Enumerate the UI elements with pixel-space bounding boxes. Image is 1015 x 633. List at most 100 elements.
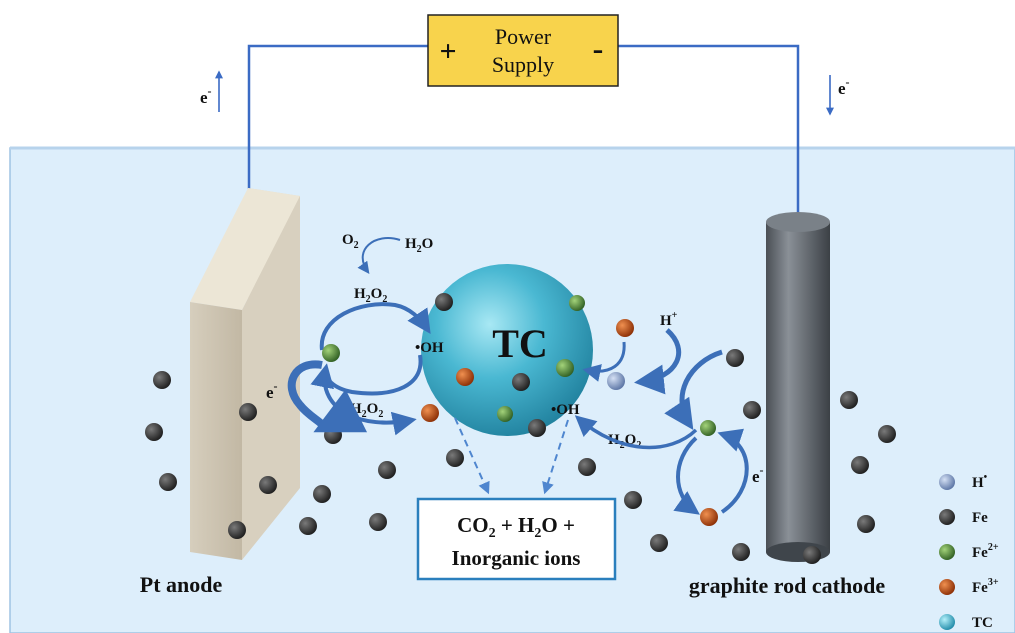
o2-to-h2o2-arrow — [357, 237, 401, 274]
subscript: 2 — [489, 526, 496, 541]
plus-terminal: + — [439, 35, 456, 68]
electron-charge: - — [846, 75, 850, 89]
electron-label-right: e- — [838, 75, 850, 98]
fe2-on-sphere — [556, 359, 574, 377]
fe-particle — [857, 515, 875, 533]
pt-anode-plate — [190, 188, 300, 560]
e-label-anode-loop: e- — [266, 379, 278, 402]
fe3-particle-anode — [421, 404, 439, 422]
tc-label: TC — [492, 321, 548, 366]
electron-symbol: e — [838, 79, 846, 98]
fe-particle — [803, 546, 821, 564]
legend-label-base: Fe — [972, 545, 988, 561]
fe-particle — [650, 534, 668, 552]
formula-text: O + — [541, 513, 575, 537]
legend-label: Fe — [972, 510, 988, 526]
legend-marker — [939, 614, 955, 630]
power-supply-box — [427, 14, 619, 87]
oh-left-label: •OH — [415, 340, 444, 356]
products-box-frame — [416, 497, 617, 581]
fe2-to-fe3-cathode-arrow — [673, 436, 700, 515]
subscript: 2 — [382, 294, 387, 305]
legend-label-superscript: • — [984, 472, 988, 483]
fe3-near-sphere — [616, 319, 634, 337]
graphite-rod-cathode — [766, 212, 830, 562]
legend-label-superscript: 2+ — [988, 542, 999, 553]
h-radical-particle — [607, 372, 625, 390]
subscript: 2 — [378, 409, 383, 420]
fe-particle — [313, 485, 331, 503]
subscript: 2 — [417, 244, 422, 255]
fe-particle — [369, 513, 387, 531]
formula-text: O — [371, 286, 383, 302]
electron-symbol: e — [266, 383, 274, 402]
formula-text: O — [625, 432, 637, 448]
fe-particle — [145, 423, 163, 441]
formula-text: O — [422, 236, 434, 252]
power-supply-label-1: Power — [495, 24, 552, 49]
subscript: 2 — [366, 294, 371, 305]
degradation-arrow-right — [542, 419, 569, 495]
subscript: 2 — [354, 240, 359, 251]
legend-label: TC — [972, 615, 993, 631]
products-box: CO2 + H2O + Inorganic ions — [416, 497, 617, 581]
legend-label-base: Fe — [972, 510, 988, 526]
rod-body — [766, 222, 830, 552]
fe-particle — [878, 425, 896, 443]
oh-right-label: •OH — [551, 402, 580, 418]
tc-sphere: TC — [421, 264, 593, 437]
subscript: 2 — [620, 440, 625, 451]
anode-wire — [247, 44, 428, 243]
fe-particle — [726, 349, 744, 367]
products-line-2: Inorganic ions — [452, 546, 581, 570]
products-line-1: CO2 + H2O + — [457, 513, 575, 541]
h-plus-to-h-arrow — [634, 328, 681, 395]
fe-particle — [378, 461, 396, 479]
cathode-wire — [618, 44, 800, 216]
legend-marker — [939, 544, 955, 560]
fe3-to-fe2-arrow — [582, 341, 626, 382]
legend-label-superscript: 3+ — [988, 577, 999, 588]
fe-particle — [239, 403, 257, 421]
fe-particle — [743, 401, 761, 419]
legend-label: H• — [972, 472, 988, 491]
fe-on-sphere — [435, 293, 453, 311]
fe3-to-fe2-cathode-arrow — [717, 428, 749, 514]
fe-particle — [851, 456, 869, 474]
power-supply: + Power Supply - — [427, 14, 619, 87]
cathode-to-fe2-arrow — [664, 349, 723, 430]
legend-label: Fe3+ — [972, 577, 999, 596]
legend-marker — [939, 579, 955, 595]
legend-marker — [939, 474, 955, 490]
fe2-to-oh-right-arrow — [574, 415, 698, 450]
fe-on-sphere — [528, 419, 546, 437]
legend-marker — [939, 509, 955, 525]
cathode-label: graphite rod cathode — [689, 573, 886, 598]
fe2-particle-anode — [322, 344, 340, 362]
anode-top — [190, 188, 300, 310]
fe3-particle-cathode — [700, 508, 718, 526]
fe-particle — [446, 449, 464, 467]
electron-charge: - — [760, 463, 764, 477]
fe-particle — [732, 543, 750, 561]
legend-label: Fe2+ — [972, 542, 999, 561]
fe2-particle-cathode — [700, 420, 716, 436]
fe2-on-sphere — [569, 295, 585, 311]
h2o-label: H2O — [405, 236, 433, 255]
fe-on-sphere — [512, 373, 530, 391]
fe-particle — [624, 491, 642, 509]
degradation-arrow-left — [454, 417, 490, 495]
e-label-cathode-loop: e- — [752, 463, 764, 486]
fe-particle — [299, 517, 317, 535]
electron-charge: - — [208, 84, 212, 98]
rod-top — [766, 212, 830, 232]
fe-particle — [159, 473, 177, 491]
fe2-to-oh-arrow — [319, 302, 431, 351]
fe-particle — [259, 476, 277, 494]
power-supply-label-2: Supply — [492, 52, 554, 77]
fe-particle — [578, 458, 596, 476]
cathode-reaction-cycle: H+ H2O2 •OH e- — [551, 310, 764, 526]
fe-particle — [840, 391, 858, 409]
electron-symbol: e — [752, 467, 760, 486]
